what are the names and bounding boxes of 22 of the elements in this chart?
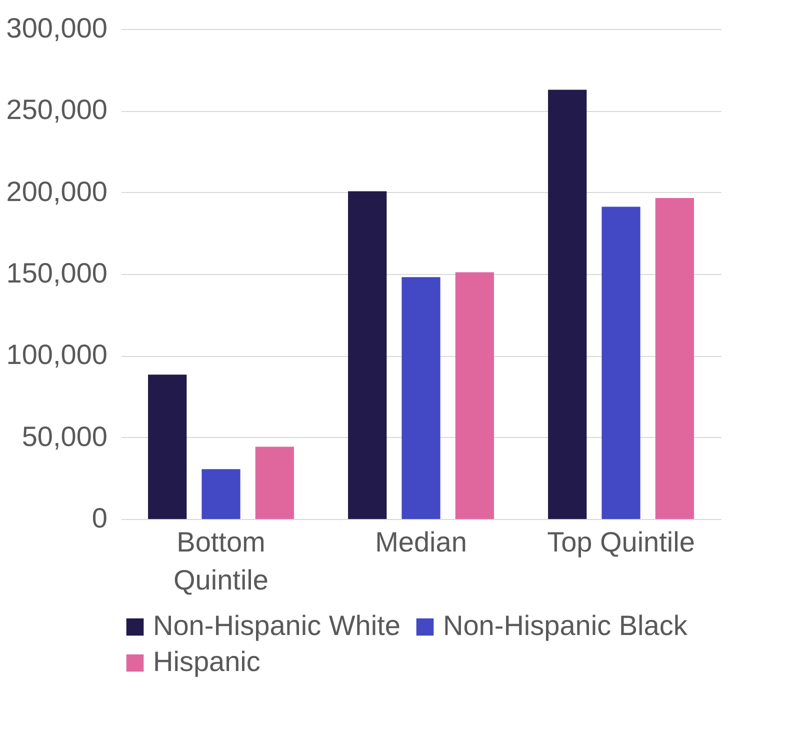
x-tick-label: Median xyxy=(375,526,467,558)
bar xyxy=(455,272,494,519)
y-tick-label: 300,000 xyxy=(6,12,108,44)
y-tick-label: 200,000 xyxy=(6,176,108,207)
legend-label: Hispanic xyxy=(153,646,260,677)
y-tick-label: 100,000 xyxy=(6,339,108,370)
legend-label: Non-Hispanic Black xyxy=(443,610,688,641)
x-tick-label: Top Quintile xyxy=(547,526,695,558)
bar xyxy=(602,206,640,519)
y-tick-label: 250,000 xyxy=(6,94,108,126)
bar xyxy=(655,198,694,519)
bar xyxy=(402,277,440,519)
bar xyxy=(348,191,387,519)
y-tick-label: 50,000 xyxy=(22,420,108,452)
y-tick-label: 150,000 xyxy=(6,258,108,288)
y-tick-label: 0 xyxy=(92,502,108,534)
bar xyxy=(255,446,294,519)
legend-label: Non-Hispanic White xyxy=(153,610,400,641)
x-tick-label: Bottom Quintile xyxy=(174,526,268,596)
bar xyxy=(548,90,587,519)
bar xyxy=(202,469,240,519)
bar xyxy=(148,374,187,519)
